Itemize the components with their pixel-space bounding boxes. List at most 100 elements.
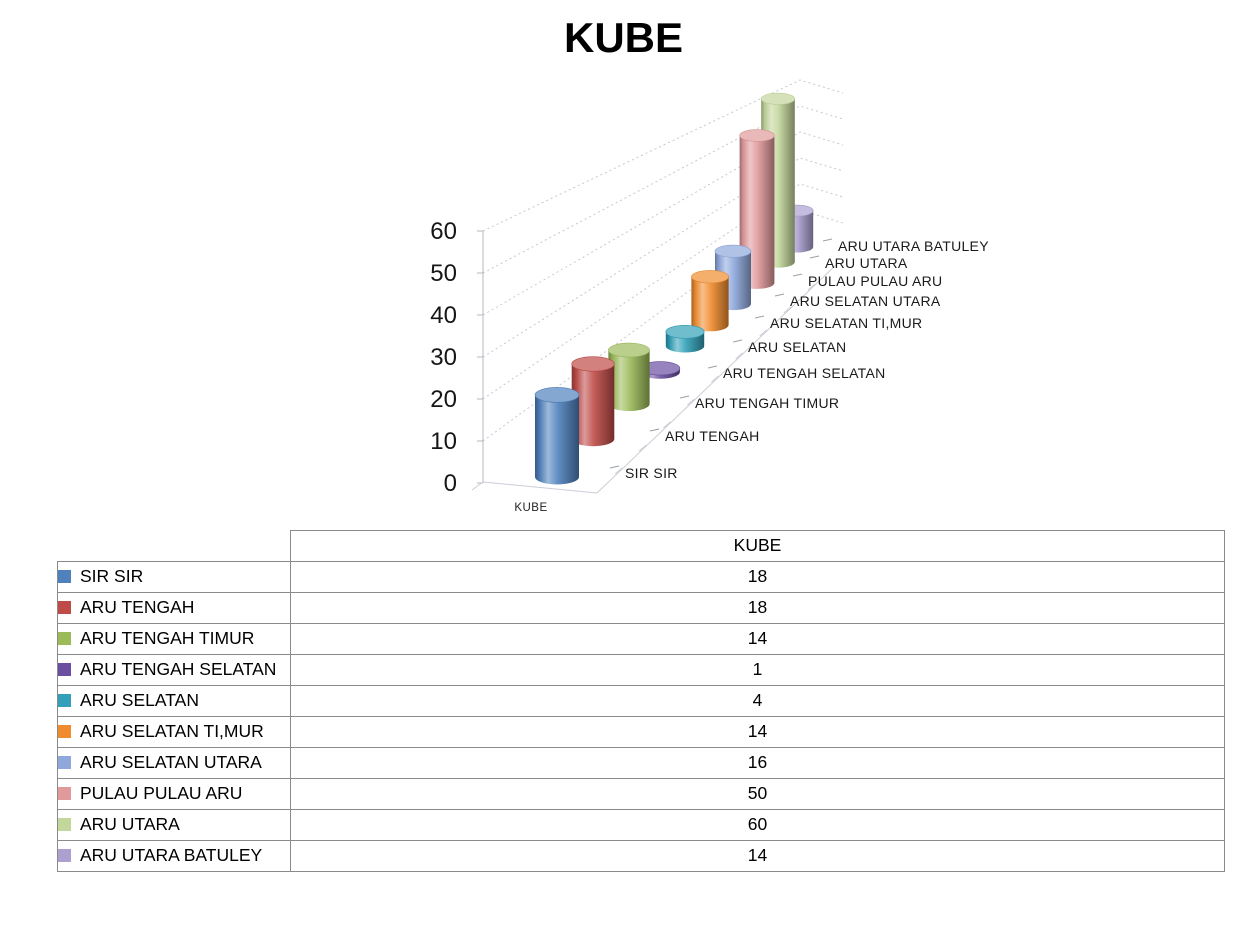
cylinder-top — [760, 92, 796, 105]
series-axis-tick — [759, 329, 768, 337]
cylinder-sir-sir[interactable] — [534, 387, 580, 485]
table-row: ARU UTARA BATULEY 14 — [57, 839, 1225, 872]
floor-edge — [482, 262, 839, 494]
series-axis-tick — [638, 444, 647, 452]
cylinder-body — [571, 363, 615, 447]
legend-swatch-icon — [58, 663, 71, 676]
legend-swatch-icon — [58, 849, 71, 862]
legend-swatch-icon — [58, 725, 71, 738]
table-row: SIR SIR 18 — [57, 560, 1225, 593]
category-label: ARU TENGAH — [665, 428, 760, 444]
row-label: PULAU PULAU ARU — [80, 783, 243, 803]
category-label: ARU UTARA — [825, 255, 908, 271]
legend-swatch-icon — [58, 756, 71, 769]
row-label: ARU UTARA — [80, 814, 180, 834]
cylinder-body — [691, 276, 729, 332]
row-label-cell[interactable]: SIR SIR — [57, 560, 291, 593]
table-row: ARU TENGAH 18 — [57, 591, 1225, 624]
y-tick-label: 0 — [444, 470, 457, 497]
category-label: ARU SELATAN TI,MUR — [770, 315, 922, 331]
category-label: ARU TENGAH SELATAN — [723, 365, 886, 381]
category-label: ARU SELATAN — [748, 339, 846, 355]
cylinder-body — [608, 350, 650, 411]
series-axis-tick — [662, 421, 671, 429]
y-tick-label: 60 — [430, 218, 457, 245]
category-tick — [707, 365, 718, 369]
row-label-cell[interactable]: PULAU PULAU ARU — [57, 777, 291, 810]
row-label-cell[interactable]: ARU SELATAN UTARA — [57, 746, 291, 779]
table-row: ARU TENGAH SELATAN 1 — [57, 653, 1225, 686]
gridline — [482, 131, 844, 316]
value-column-header: KUBE — [290, 530, 1225, 562]
category-tick — [809, 255, 820, 259]
table-row: ARU UTARA 60 — [57, 808, 1225, 841]
series-axis-tick — [614, 467, 623, 475]
row-label: ARU TENGAH SELATAN — [80, 659, 277, 679]
cylinder-aru-selatan[interactable] — [665, 324, 705, 353]
chart-title: KUBE — [563, 14, 683, 61]
row-value-cell[interactable]: 50 — [290, 777, 1225, 810]
cylinder-aru-selatan-ti-mur[interactable] — [691, 270, 729, 332]
category-tick — [732, 339, 743, 343]
row-label: SIR SIR — [80, 566, 144, 586]
category-label: ARU UTARA BATULEY — [838, 238, 989, 254]
row-label: ARU TENGAH — [80, 597, 195, 617]
series-axis-tick — [783, 306, 792, 314]
row-value-cell[interactable]: 60 — [290, 808, 1225, 841]
y-tick-label: 10 — [430, 428, 457, 455]
row-value-cell[interactable]: 14 — [290, 839, 1225, 872]
table-row: PULAU PULAU ARU 50 — [57, 777, 1225, 810]
category-tick — [649, 428, 660, 432]
row-label-cell[interactable]: ARU SELATAN — [57, 684, 291, 717]
row-value-cell[interactable]: 18 — [290, 591, 1225, 624]
row-value-cell[interactable]: 1 — [290, 653, 1225, 686]
floor-axis-label: KUBE — [514, 502, 547, 514]
legend-swatch-icon — [58, 787, 71, 800]
legend-swatch-icon — [58, 632, 71, 645]
row-label: ARU SELATAN — [80, 690, 199, 710]
cylinder-aru-tengah[interactable] — [571, 356, 615, 447]
y-tick-label: 30 — [430, 344, 457, 371]
legend-swatch-icon — [58, 694, 71, 707]
category-tick — [792, 273, 803, 277]
cylinder-top — [739, 129, 775, 142]
row-label-cell[interactable]: ARU SELATAN TI,MUR — [57, 715, 291, 748]
row-label-cell[interactable]: ARU TENGAH TIMUR — [57, 622, 291, 655]
row-value-cell[interactable]: 18 — [290, 560, 1225, 593]
row-label-cell[interactable]: ARU UTARA BATULEY — [57, 839, 291, 872]
category-label: ARU SELATAN UTARA — [790, 293, 941, 309]
cylinder-aru-tengah-timur[interactable] — [608, 342, 650, 411]
chart-svg: 0 10 20 30 40 50 60 KUBE SIR SIR ARU TENGAH ARU TE… — [430, 79, 989, 514]
floor-origin-tick — [471, 481, 484, 491]
series-axis-tick — [711, 375, 719, 383]
row-label-cell[interactable]: ARU TENGAH — [57, 591, 291, 624]
series-axis-tick — [687, 398, 695, 406]
y-tick-label: 40 — [430, 302, 457, 329]
row-label: ARU TENGAH TIMUR — [80, 628, 255, 648]
category-tick — [774, 293, 785, 297]
row-value-cell[interactable]: 14 — [290, 622, 1225, 655]
category-tick — [679, 395, 690, 399]
row-value-cell[interactable]: 14 — [290, 715, 1225, 748]
category-label: ARU TENGAH TIMUR — [695, 395, 839, 411]
legend-swatch-icon — [58, 570, 71, 583]
category-label: PULAU PULAU ARU — [808, 273, 942, 289]
row-value-cell[interactable]: 16 — [290, 746, 1225, 779]
chart-3d-cylinder: 0 10 20 30 40 50 60 KUBE SIR SIR ARU TENGAH ARU TE… — [430, 79, 989, 514]
row-label: ARU UTARA BATULEY — [80, 845, 263, 865]
category-label: SIR SIR — [625, 465, 678, 481]
table-row: ARU TENGAH TIMUR 14 — [57, 622, 1225, 655]
category-tick — [754, 315, 765, 319]
cylinder-body — [535, 394, 579, 485]
table-header-row: KUBE — [58, 530, 1225, 562]
table-row: ARU SELATAN 4 — [57, 684, 1225, 717]
row-label-cell[interactable]: ARU UTARA — [57, 808, 291, 841]
row-label: ARU SELATAN UTARA — [80, 752, 262, 772]
cylinder-aru-tengah-selatan[interactable] — [639, 361, 681, 379]
row-value-cell[interactable]: 4 — [290, 684, 1225, 717]
legend-swatch-icon — [58, 818, 71, 831]
cylinder-top — [571, 356, 615, 372]
table-row: ARU SELATAN TI,MUR 14 — [57, 715, 1225, 748]
row-label-cell[interactable]: ARU TENGAH SELATAN — [57, 653, 291, 686]
